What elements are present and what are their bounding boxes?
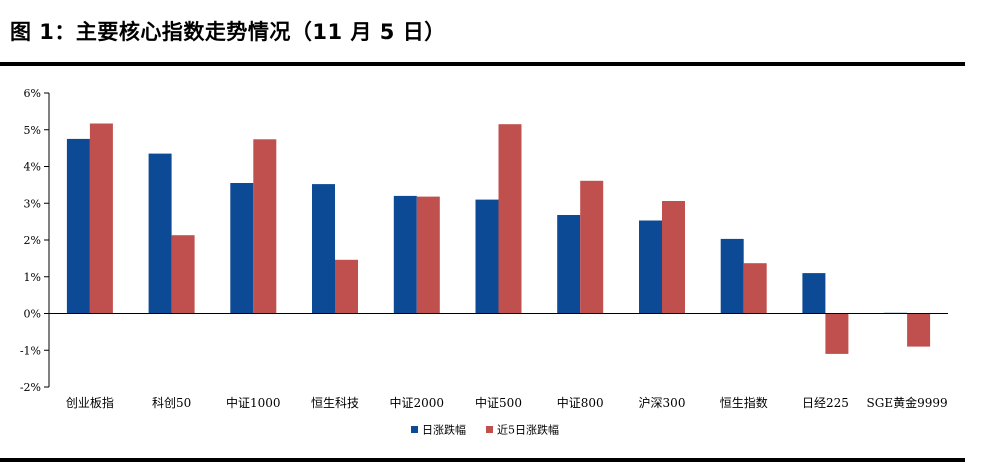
x-tick-label: 恒生科技: [311, 396, 359, 410]
y-tick-label: -1%: [20, 344, 41, 357]
bar-daily: [802, 273, 826, 314]
bar-five-day: [171, 235, 195, 314]
y-tick-label: 0%: [24, 308, 41, 321]
bar-daily: [66, 138, 90, 314]
bar-chart: -2% -1% 0% 1% 2% 3% 4% 5% 6% 创业板指 科创50 中证1000 恒生科技 中证…: [20, 87, 948, 437]
legend-item-five-day-swatch: [486, 426, 493, 433]
bar-five-day: [89, 123, 113, 314]
y-tick-label: 6%: [24, 87, 41, 100]
x-tick-label: SGE黄金9999: [867, 395, 948, 410]
x-tick-label: 中证500: [475, 395, 522, 410]
top-rule: [0, 62, 965, 66]
y-tick-label: 2%: [24, 234, 41, 247]
x-tick-label: 日经225: [802, 396, 849, 410]
legend-item-five-day-label: 近5日涨跌幅: [497, 423, 559, 437]
y-tick-label: 5%: [24, 124, 41, 137]
y-tick-label: 3%: [24, 197, 41, 210]
bar-five-day: [253, 139, 277, 314]
x-tick-label: 中证2000: [390, 395, 445, 410]
x-tick-label: 沪深300: [639, 396, 686, 410]
bar-daily: [557, 215, 581, 314]
bar-five-day: [416, 196, 440, 314]
bar-five-day: [743, 263, 767, 314]
bar-daily: [393, 195, 417, 314]
bar-five-day: [498, 124, 522, 314]
bar-five-day: [825, 313, 849, 354]
bar-daily: [639, 220, 662, 314]
x-tick-label: 创业板指: [66, 395, 114, 410]
legend-item-daily-label: 日涨跌幅: [422, 423, 466, 437]
x-tick-label: 科创50: [152, 396, 191, 410]
y-tick-label: 4%: [24, 161, 41, 174]
bar-daily: [720, 238, 744, 314]
bar-daily: [230, 183, 254, 314]
x-tick-label: 中证1000: [226, 395, 281, 410]
x-tick-label: 中证800: [557, 395, 604, 410]
legend-item-daily-swatch: [411, 426, 418, 433]
bar-daily: [312, 184, 335, 314]
bar-daily: [148, 153, 172, 314]
figure-title: 图 1：主要核心指数走势情况（11 月 5 日）: [10, 20, 446, 44]
bar-five-day: [662, 201, 685, 314]
bar-five-day: [907, 313, 931, 347]
bottom-rule: [0, 458, 965, 462]
y-tick-label: -2%: [20, 381, 41, 394]
bar-five-day: [580, 180, 604, 314]
bar-five-day: [335, 259, 358, 314]
y-tick-label: 1%: [24, 271, 41, 284]
bar-daily: [475, 199, 499, 314]
x-tick-label: 恒生指数: [720, 395, 768, 410]
